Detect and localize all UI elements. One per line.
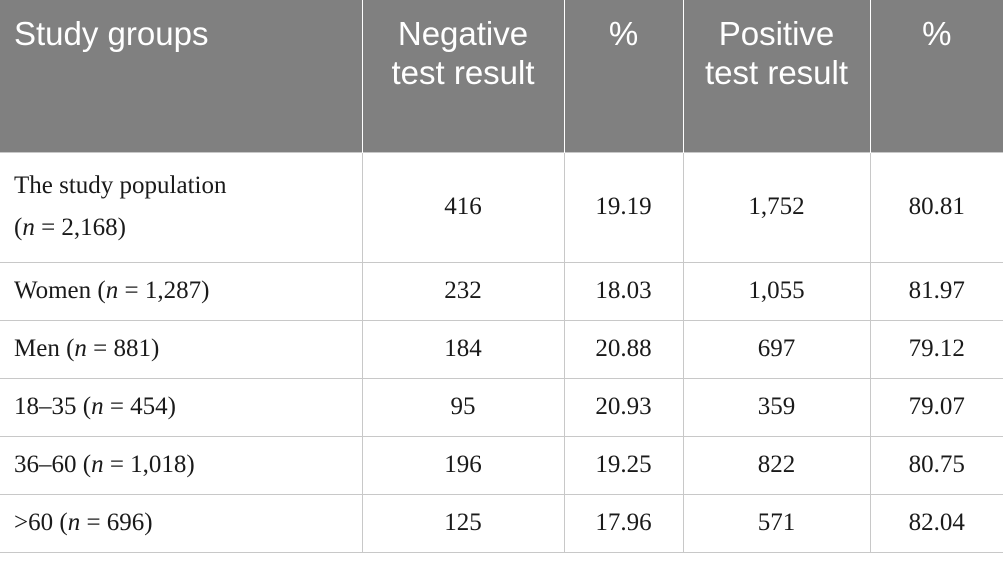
group-name: >60	[14, 509, 60, 536]
table-row: 18–35 (n = 454) 95 20.93 359 79.07	[0, 377, 1003, 437]
negative-percent: 20.93	[563, 377, 684, 437]
negative-count: 125	[361, 493, 565, 553]
positive-count: 697	[682, 319, 871, 379]
n-symbol: n	[67, 509, 81, 536]
negative-percent: 20.88	[563, 319, 684, 379]
positive-count: 1,055	[682, 261, 871, 321]
header-study-groups: Study groups	[0, 0, 362, 152]
negative-count: 196	[361, 435, 565, 495]
table-body: The study population (n = 2,168) 416 19.1…	[0, 151, 1003, 553]
group-name: 18–35	[14, 393, 83, 420]
row-label: 36–60 (n = 1,018)	[0, 435, 363, 495]
row-label: >60 (n = 696)	[0, 493, 363, 553]
n-symbol: n	[74, 335, 87, 362]
table-header: Study groups Negative test result % Posi…	[0, 0, 1003, 152]
n-prefix: (	[82, 451, 92, 478]
row-label: Men (n = 881)	[0, 319, 363, 379]
table-row: >60 (n = 696) 125 17.96 571 82.04	[0, 493, 1003, 553]
n-symbol: n	[91, 451, 104, 478]
n-value: = 454)	[103, 393, 177, 420]
group-name: 36–60	[14, 451, 83, 478]
negative-percent: 17.96	[563, 493, 684, 553]
positive-count: 359	[682, 377, 871, 437]
positive-percent: 82.04	[869, 493, 1003, 553]
row-label: The study population (n = 2,168)	[0, 151, 363, 263]
header-row: Study groups Negative test result % Posi…	[0, 0, 1003, 152]
positive-percent: 79.12	[869, 319, 1003, 379]
positive-count: 822	[682, 435, 871, 495]
n-prefix: (	[82, 393, 92, 420]
negative-percent: 18.03	[563, 261, 684, 321]
n-value: = 1,018)	[103, 451, 195, 478]
results-table: Study groups Negative test result % Posi…	[0, 0, 1003, 553]
header-negative-percent: %	[563, 0, 683, 152]
positive-count: 571	[682, 493, 871, 553]
group-name: The study population	[14, 172, 227, 199]
row-label: Women (n = 1,287)	[0, 261, 363, 321]
positive-percent: 79.07	[869, 377, 1003, 437]
positive-percent: 81.97	[869, 261, 1003, 321]
n-symbol: n	[91, 393, 104, 420]
table-row: Men (n = 881) 184 20.88 697 79.12	[0, 319, 1003, 379]
negative-count: 95	[361, 377, 565, 437]
n-prefix: (	[66, 335, 75, 362]
n-value: = 1,287)	[118, 277, 210, 304]
n-value: = 2,168)	[34, 214, 127, 241]
header-positive-percent: %	[869, 0, 1003, 152]
n-prefix: (	[97, 277, 106, 304]
positive-count: 1,752	[682, 151, 871, 263]
n-prefix: (	[59, 509, 68, 536]
n-value: = 881)	[86, 335, 160, 362]
negative-count: 184	[361, 319, 565, 379]
group-name: Men	[14, 335, 67, 362]
n-symbol: n	[105, 277, 119, 304]
n-value: = 696)	[80, 509, 153, 536]
negative-count: 416	[361, 151, 565, 263]
positive-percent: 80.81	[869, 151, 1003, 263]
table-row: Women (n = 1,287) 232 18.03 1,055 81.97	[0, 261, 1003, 321]
group-name: Women	[14, 277, 98, 304]
header-positive-result: Positive test result	[682, 0, 870, 152]
row-label: 18–35 (n = 454)	[0, 377, 363, 437]
negative-percent: 19.19	[563, 151, 684, 263]
negative-count: 232	[361, 261, 565, 321]
n-symbol: n	[22, 214, 35, 241]
table-row: The study population (n = 2,168) 416 19.1…	[0, 151, 1003, 263]
n-prefix: (	[14, 214, 23, 241]
table-row: 36–60 (n = 1,018) 196 19.25 822 80.75	[0, 435, 1003, 495]
header-negative-result: Negative test result	[361, 0, 564, 152]
positive-percent: 80.75	[869, 435, 1003, 495]
negative-percent: 19.25	[563, 435, 684, 495]
